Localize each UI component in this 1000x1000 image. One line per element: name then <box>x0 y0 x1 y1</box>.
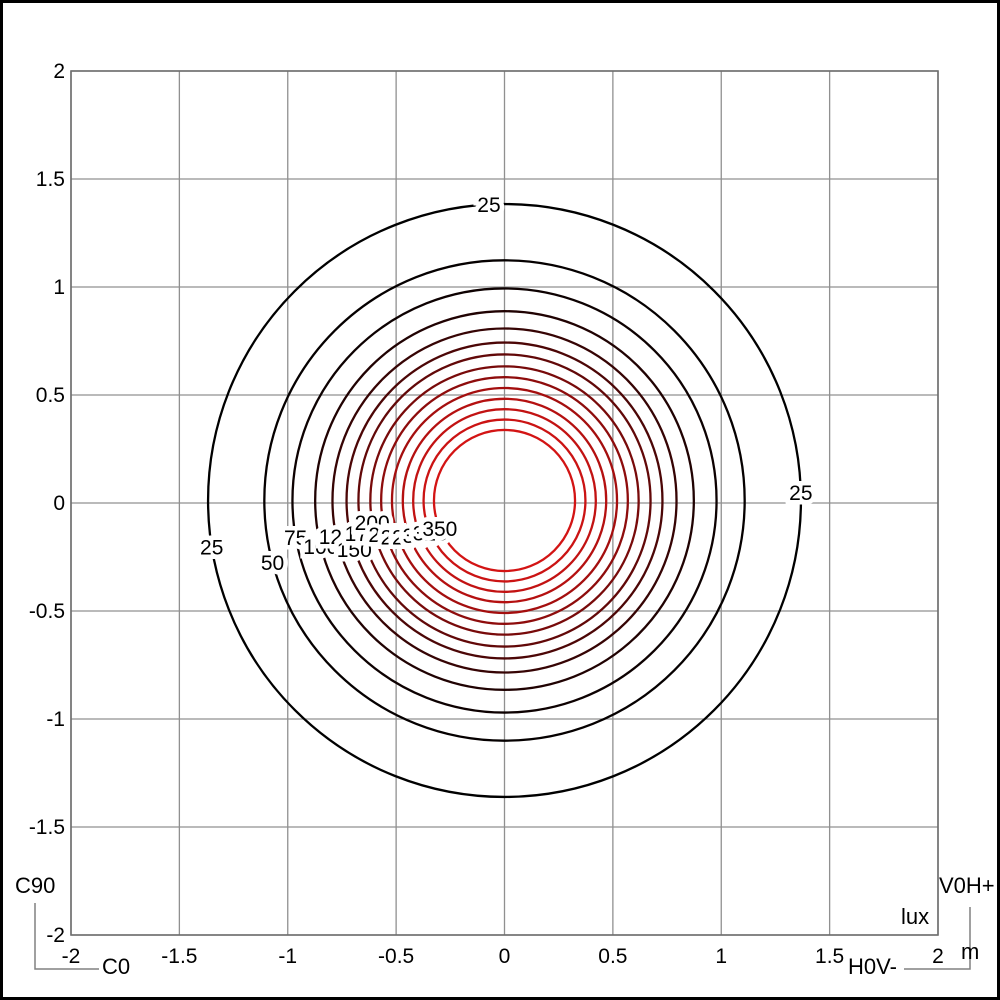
contour-circle-300 <box>412 408 597 593</box>
x-tick-label: -2 <box>62 945 81 968</box>
contour-circle-150 <box>345 341 664 660</box>
x-tick-label: 1 <box>715 945 727 968</box>
v0h-h0v-connector-line <box>904 907 971 970</box>
contour-circle-175 <box>357 353 652 648</box>
distance-unit-label: m <box>961 939 980 964</box>
contour-label-350: 350 <box>422 518 457 541</box>
x-tick-label: 2 <box>932 945 944 968</box>
contour-label-225: 225 <box>368 524 403 547</box>
contour-label-325: 325 <box>413 522 448 545</box>
x-tick-label: -1.5 <box>161 945 197 968</box>
contour-circle-250 <box>390 386 619 615</box>
y-tick-label: 1 <box>53 276 65 299</box>
y-tick-label: -1.5 <box>29 816 65 839</box>
contour-circle-350 <box>432 428 577 573</box>
y-tick-label: 2 <box>53 60 65 83</box>
axis-label-h0v-minus: H0V- <box>848 954 897 979</box>
y-tick-label: -2 <box>46 924 65 947</box>
contour-label-125: 125 <box>319 526 354 549</box>
value-unit-label: lux <box>901 904 930 929</box>
contour-label-175: 175 <box>345 523 380 546</box>
contour-circle-50 <box>263 259 746 742</box>
axis-label-v0h-plus: V0H+ <box>939 873 995 898</box>
plane-label-c90: C90 <box>15 873 56 898</box>
contour-circle-100 <box>314 310 695 691</box>
contour-label-25: 25 <box>200 536 223 559</box>
x-tick-label: 0.5 <box>598 945 627 968</box>
x-tick-label: 0 <box>499 945 511 968</box>
y-tick-label: 0.5 <box>36 384 65 407</box>
contour-label-75: 75 <box>284 527 307 550</box>
contour-circle-25 <box>206 202 803 799</box>
contour-label-25: 25 <box>789 482 812 505</box>
x-tick-label: -1 <box>278 945 297 968</box>
y-tick-label: -0.5 <box>29 600 65 623</box>
contour-label-300: 300 <box>403 525 438 548</box>
x-tick-label: 1.5 <box>815 945 844 968</box>
c90-c0-connector-line <box>34 903 99 970</box>
contour-label-50: 50 <box>261 552 284 575</box>
contour-label-250: 250 <box>381 527 416 550</box>
isolux-chart-canvas: 2525255075100125150175200225250275300325… <box>29 60 971 970</box>
contour-label-150: 150 <box>337 539 372 562</box>
plot-frame <box>70 70 939 936</box>
contour-circle-125 <box>331 327 678 674</box>
plane-label-c0: C0 <box>102 954 131 979</box>
contour-circle-225 <box>380 376 629 625</box>
contour-label-100: 100 <box>303 536 338 559</box>
contour-circle-200 <box>369 365 640 636</box>
contour-circle-325 <box>422 418 587 583</box>
x-tick-label: -0.5 <box>378 945 414 968</box>
contour-label-200: 200 <box>355 512 390 535</box>
y-tick-label: 1.5 <box>36 168 65 191</box>
contour-label-275: 275 <box>392 526 427 549</box>
y-tick-label: -1 <box>46 708 65 731</box>
contour-label-25: 25 <box>477 194 500 217</box>
y-tick-label: 0 <box>53 492 65 515</box>
contour-circle-275 <box>401 397 608 604</box>
contour-circle-75 <box>291 287 718 714</box>
